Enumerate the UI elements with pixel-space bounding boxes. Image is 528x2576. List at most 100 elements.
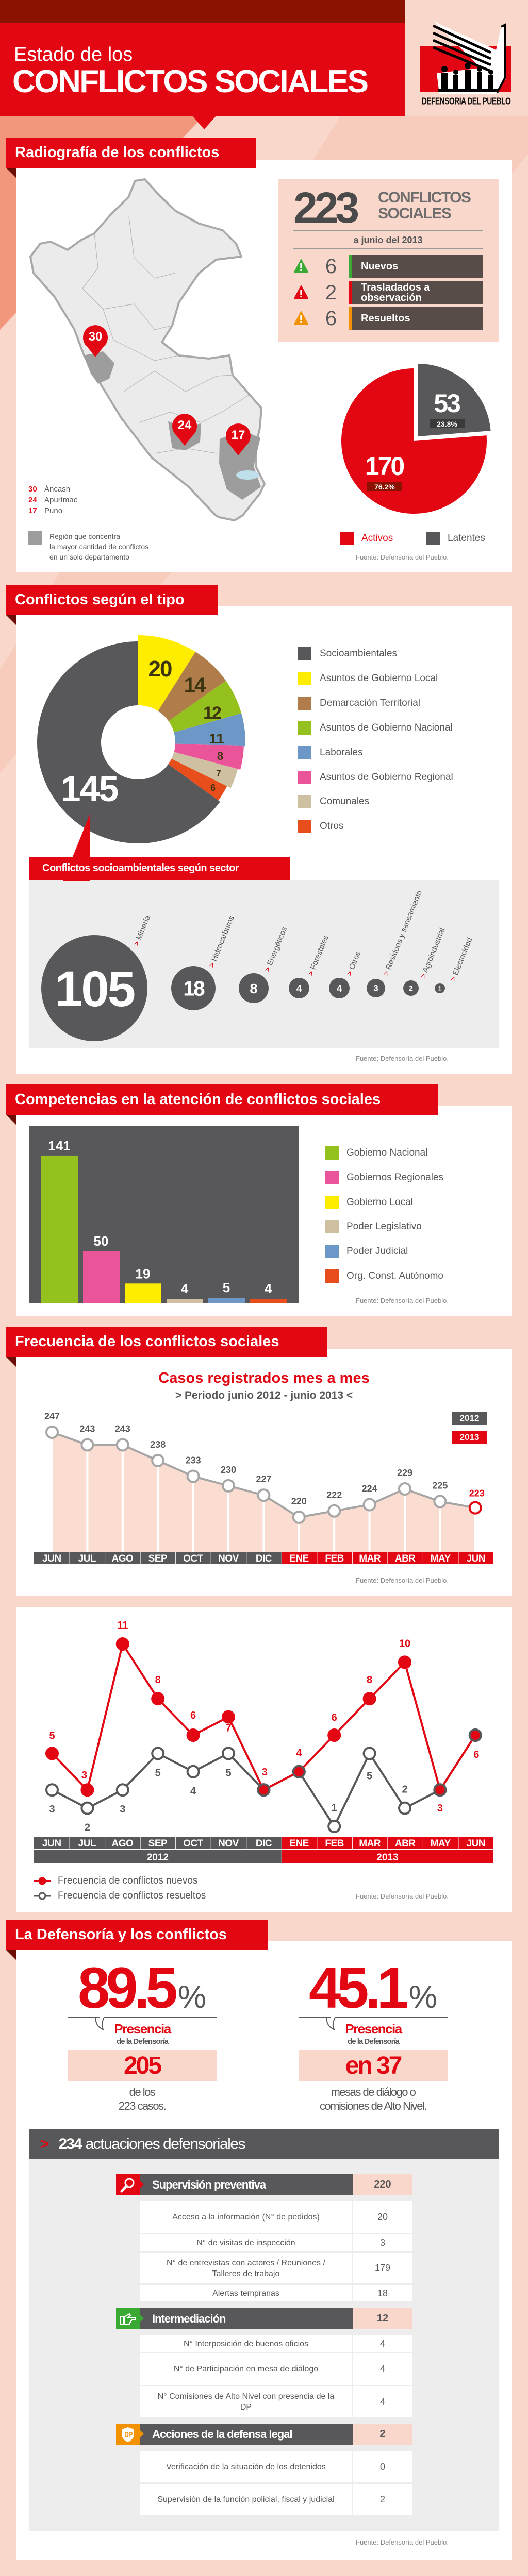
map-legend-value: 24 bbox=[28, 496, 37, 504]
section-title-competencias: Competencias en la atención de conflicto… bbox=[6, 1084, 438, 1125]
total-label-2: SOCIALES bbox=[378, 205, 452, 222]
speech-line bbox=[68, 2016, 217, 2032]
legend-label: Gobiernos Regionales bbox=[346, 1172, 444, 1183]
legend-swatch bbox=[298, 820, 311, 834]
legend-swatch bbox=[325, 1245, 339, 1259]
source-note: Fuente: Defensoría del Pueblo. bbox=[356, 1055, 449, 1062]
legend-swatch bbox=[298, 647, 311, 660]
legend-label: Demarcación Territorial bbox=[320, 697, 420, 708]
filled-circle-line-icon bbox=[34, 1876, 51, 1886]
map-legend-value: 30 bbox=[28, 485, 37, 494]
percentage-unit: % bbox=[177, 1979, 207, 2015]
legend-label: Asuntos de Gobierno Local bbox=[320, 672, 438, 684]
table-group-header: Acciones de la defensa legal 2 bbox=[116, 2424, 412, 2445]
legend-swatch bbox=[325, 1171, 339, 1184]
legend-2013: 2013 bbox=[452, 1431, 487, 1444]
status-label: Trasladados a observación bbox=[349, 280, 483, 304]
group-value: 220 bbox=[353, 2174, 412, 2195]
presence-caption-1: mesas de diálogo o bbox=[331, 2086, 416, 2098]
region-legend-swatch bbox=[28, 531, 42, 545]
legend-swatch bbox=[325, 1220, 339, 1234]
speech-line bbox=[299, 2016, 448, 2032]
legend-label: Socioambientales bbox=[320, 648, 397, 659]
table-row: Verificación de la situación de los dete… bbox=[140, 2451, 412, 2482]
map-legend-value: 17 bbox=[28, 506, 37, 515]
chart-title: Casos registrados mes a mes bbox=[158, 1370, 370, 1386]
legend-label: Poder Judicial bbox=[346, 1246, 408, 1257]
row-value: 2 bbox=[353, 2484, 412, 2515]
table-row: Acceso a la información (N° de pedidos) 2… bbox=[140, 2201, 412, 2233]
percentage-value: 89.5 bbox=[77, 1956, 178, 2020]
presence-caption-2: 223 casos. bbox=[118, 2099, 167, 2112]
legend-label: Comunales bbox=[320, 796, 370, 807]
row-value: 4 bbox=[353, 2335, 412, 2352]
row-value: 4 bbox=[353, 2353, 412, 2385]
group-title: Supervisión preventiva bbox=[140, 2174, 353, 2195]
table-row: Supervisión de la función policial, fisc… bbox=[140, 2484, 412, 2515]
legend-label: Poder Legislativo bbox=[346, 1221, 422, 1232]
legend-label: Latentes bbox=[448, 533, 485, 544]
divider bbox=[293, 248, 483, 249]
row-value: 3 bbox=[353, 2234, 412, 2251]
frecuencia-panel-2 bbox=[16, 1607, 512, 1912]
status-label: Nuevos bbox=[349, 255, 483, 278]
legend-label: Activos bbox=[361, 533, 393, 544]
row-label: N° de entrevistas con actores / Reunione… bbox=[140, 2253, 352, 2283]
map-pin-value: 30 bbox=[88, 330, 103, 344]
status-count: 6 bbox=[325, 307, 337, 330]
actuaciones-count: 234 bbox=[58, 2135, 82, 2153]
map-legend-region: Áncash bbox=[44, 485, 71, 494]
row-value: 179 bbox=[353, 2253, 412, 2283]
warning-icon bbox=[294, 311, 308, 325]
row-label: Supervisión de la función policial, fisc… bbox=[140, 2484, 352, 2515]
percentage-value: 45.1 bbox=[308, 1956, 409, 2020]
legend-label: Laborales bbox=[320, 747, 363, 758]
table-group-header: Supervisión preventiva 220 bbox=[116, 2174, 412, 2195]
legend-swatch bbox=[325, 1146, 339, 1160]
source-note: Fuente: Defensoría del Pueblo. bbox=[356, 2538, 449, 2546]
logo-emblem-icon bbox=[420, 22, 512, 94]
defensoria-logo: DEFENSORIA DEL PUEBLO bbox=[419, 11, 514, 107]
map-pin-icon: 24 bbox=[171, 413, 198, 447]
section-title-radiografia: Radiografía de los conflictos bbox=[6, 138, 256, 178]
bar-chart-background bbox=[29, 1126, 299, 1303]
map-pin-value: 17 bbox=[231, 428, 245, 442]
section-title-tipo: Conflictos según el tipo bbox=[6, 585, 218, 625]
group-title: Intermediación bbox=[140, 2308, 353, 2329]
source-note: Fuente: Defensoría del Pueblo. bbox=[356, 1577, 449, 1584]
warning-icon bbox=[294, 259, 308, 273]
title-line-2: CONFLICTOS SOCIALES bbox=[12, 64, 369, 99]
group-value: 12 bbox=[353, 2308, 412, 2329]
legend-swatch bbox=[340, 532, 354, 545]
legend-swatch bbox=[298, 721, 311, 735]
logo-text: DEFENSORIA DEL PUEBLO bbox=[421, 95, 511, 107]
percentage-unit: % bbox=[408, 1979, 438, 2015]
legend-label: Otros bbox=[320, 821, 344, 832]
dp-shield-icon bbox=[116, 2424, 144, 2445]
table-row: N° Interposición de buenos oficios 4 bbox=[140, 2335, 412, 2352]
legend-swatch bbox=[298, 671, 311, 685]
presencia-sublabel: de la Defensoría bbox=[117, 2037, 169, 2046]
legend-swatch bbox=[426, 532, 440, 545]
section-title-defensoria: La Defensoría y los conflictos bbox=[6, 1920, 268, 1960]
sector-panel bbox=[29, 880, 499, 1048]
presencia-label: Presencia bbox=[114, 2021, 171, 2037]
callout-tab: Conflictos socioambientales según sector bbox=[29, 857, 290, 880]
source-note: Fuente: Defensoría del Pueblo. bbox=[356, 553, 449, 561]
open-circle-line-icon bbox=[34, 1891, 51, 1901]
map-legend-region: Puno bbox=[44, 506, 63, 515]
table-row: N° Comisiones de Alto Nivel con presenci… bbox=[140, 2386, 412, 2417]
chart-subtitle: > Periodo junio 2012 - junio 2013 < bbox=[175, 1389, 353, 1401]
legend-swatch bbox=[325, 1269, 339, 1283]
group-title: Acciones de la defensa legal bbox=[140, 2424, 353, 2445]
presence-percentage: 89.5% bbox=[68, 1959, 217, 2017]
table-row: N° de visitas de inspección 3 bbox=[140, 2234, 412, 2251]
row-label: Alertas tempranas bbox=[140, 2285, 352, 2301]
source-note: Fuente: Defensoría del Pueblo. bbox=[356, 1892, 449, 1900]
row-value: 0 bbox=[353, 2451, 412, 2482]
presence-caption-2: comisiones de Alto Nivel. bbox=[319, 2099, 427, 2112]
legend-swatch bbox=[298, 770, 311, 784]
section-title-frecuencia: Frecuencia de los conflictos sociales bbox=[6, 1327, 327, 1367]
total-number: 223 bbox=[293, 183, 359, 232]
title-banner-pointer bbox=[192, 115, 217, 129]
